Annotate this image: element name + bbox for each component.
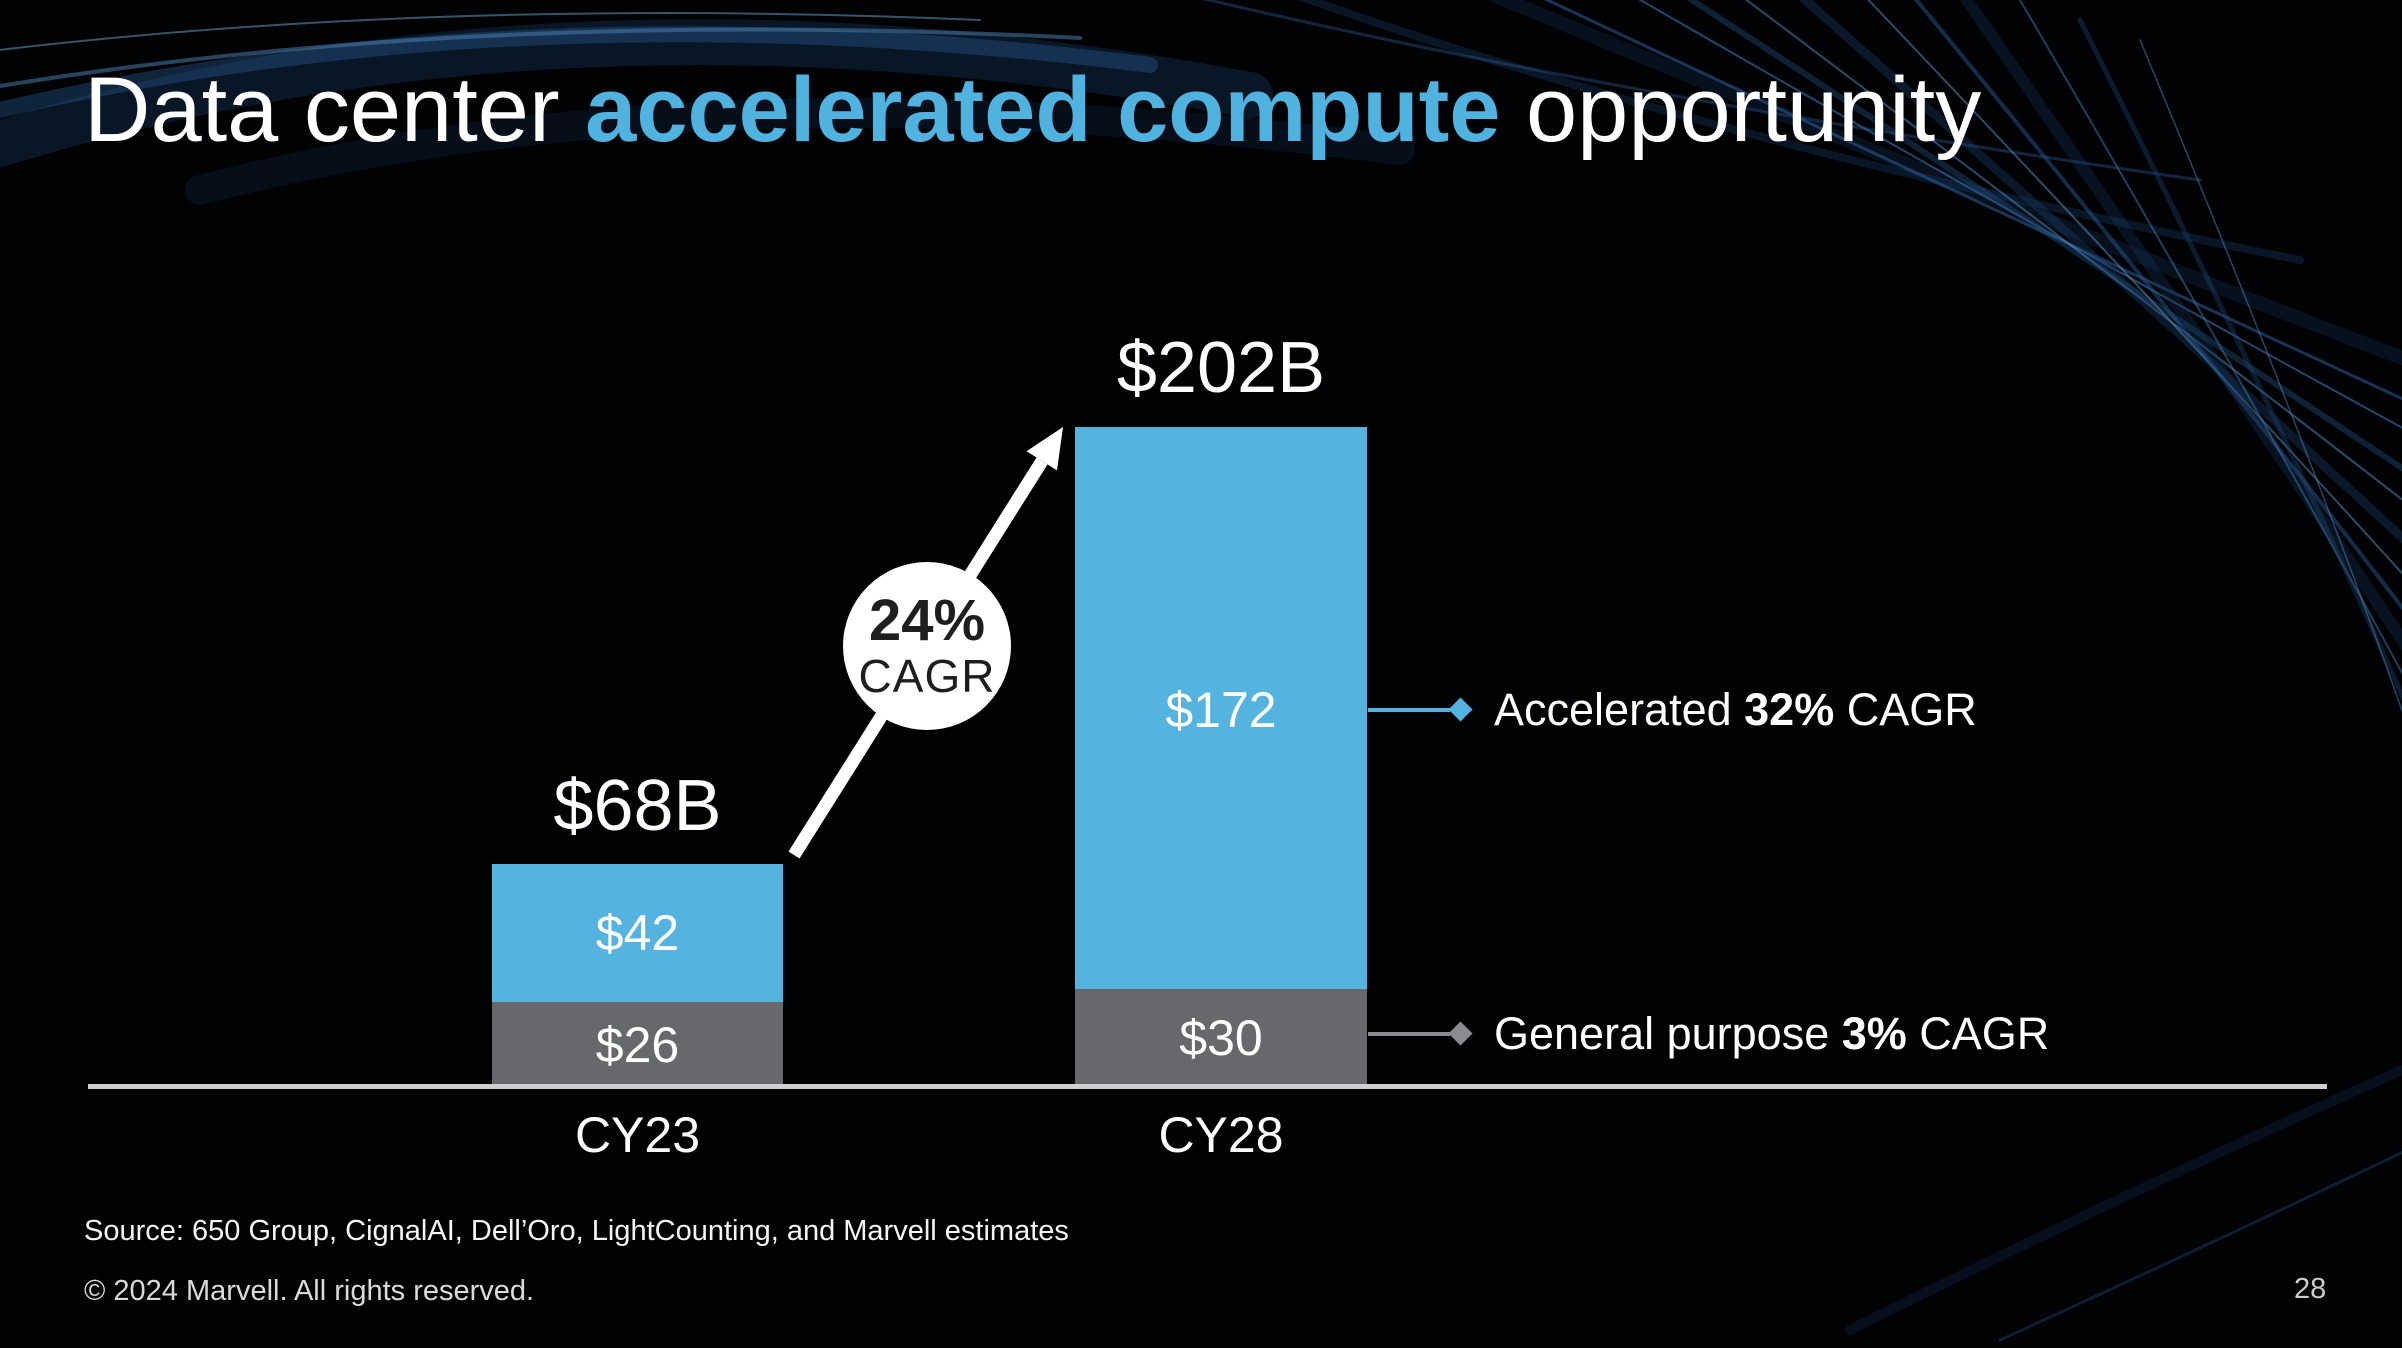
growth-arrow-head <box>1026 427 1063 471</box>
source-note: Source: 650 Group, CignalAI, Dell’Oro, L… <box>84 1215 1069 1247</box>
bar-cy28-general-segment <box>1075 989 1367 1084</box>
callout-accelerated-post: CAGR <box>1834 684 1977 735</box>
growth-percentage: 24% <box>868 588 986 653</box>
total-label-cy23: $68B <box>553 766 722 846</box>
callout-line-general <box>1368 1032 1450 1036</box>
bar-cy23-general-segment <box>492 1002 783 1084</box>
category-label-cy28: CY28 <box>1158 1107 1284 1163</box>
growth-circle <box>843 562 1011 730</box>
title-highlight: accelerated compute <box>585 59 1501 161</box>
callout-general: General purpose 3% CAGR <box>1494 1006 2049 1062</box>
growth-annotation: 24% CAGR <box>843 588 1011 702</box>
segment-value-cy28-accelerated: $172 <box>1165 682 1277 738</box>
callout-accelerated-cagr: 32% <box>1744 684 1835 735</box>
bar-cy23-accelerated-segment <box>492 864 783 1002</box>
callout-general-pre: General purpose <box>1494 1008 1842 1059</box>
page-title: Data center accelerated compute opportun… <box>84 64 1981 156</box>
callout-accelerated-pre: Accelerated <box>1494 684 1745 735</box>
title-pre: Data center <box>84 59 586 161</box>
bar-cy28 <box>1075 427 1367 1084</box>
callout-line-accelerated <box>1368 708 1450 712</box>
segment-value-cy23-accelerated: $42 <box>595 905 680 961</box>
bar-cy28-accelerated-segment <box>1075 427 1367 989</box>
callout-general-cagr: 3% <box>1841 1008 1907 1059</box>
category-label-cy23: CY23 <box>574 1107 701 1163</box>
page-number: 28 <box>2294 1273 2327 1305</box>
callout-general-post: CAGR <box>1906 1008 2050 1059</box>
segment-value-cy23-general: $26 <box>595 1017 680 1073</box>
x-axis-line <box>88 1084 2327 1089</box>
growth-cagr-label: CAGR <box>858 650 996 702</box>
segment-value-cy28-general: $30 <box>1179 1010 1263 1066</box>
total-label-cy28: $202B <box>1116 328 1326 408</box>
copyright-text: © 2024 Marvell. All rights reserved. <box>84 1275 535 1307</box>
callout-accelerated: Accelerated 32% CAGR <box>1494 682 1977 738</box>
bar-cy23 <box>492 864 783 1084</box>
title-post: opportunity <box>1500 59 1982 161</box>
